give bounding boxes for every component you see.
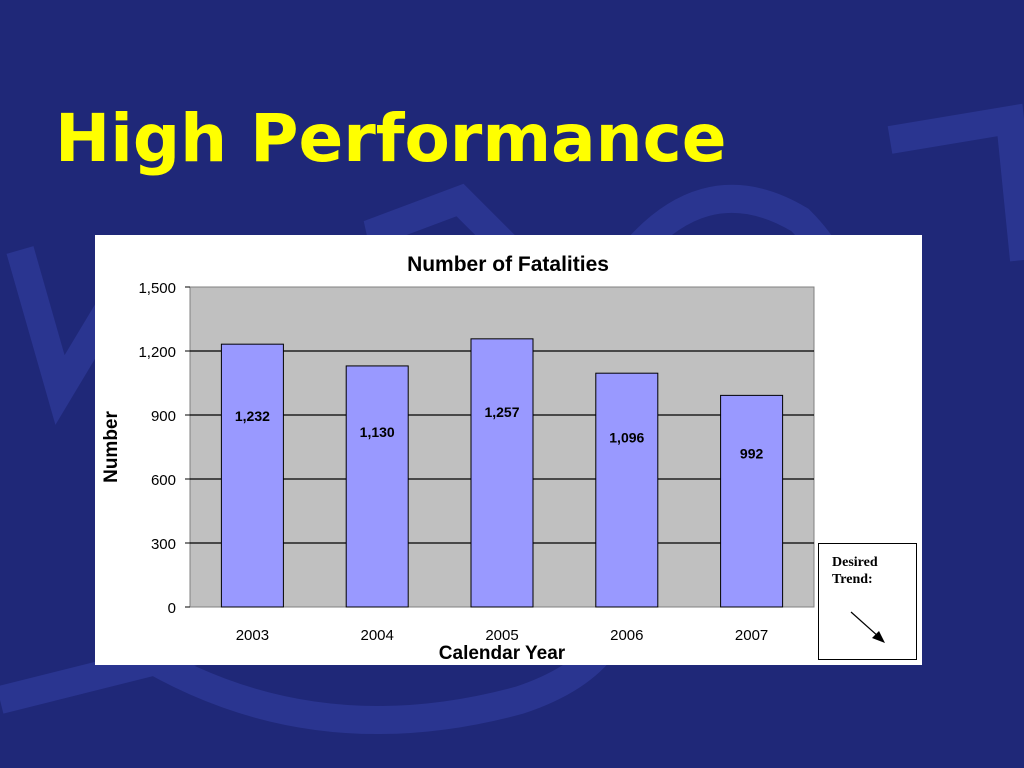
bar-2004 [345,365,409,608]
y-tick-label: 900 [151,408,176,425]
chart-panel: 0 300 600 900 1,200 1,500 1,232 1,130 1,257 1,09… [95,235,922,665]
fatalities-bar-chart: 0 300 600 900 1,200 1,500 1,232 1,130 1,257 1,09… [101,253,815,664]
x-tick-label: 2007 [735,627,768,644]
y-axis-label: Number [101,411,122,483]
slide-title: High Performance [55,100,727,177]
x-tick-label: 2005 [485,627,518,644]
x-tick-label: 2006 [610,627,643,644]
bar-value-label: 1,130 [360,424,395,440]
y-tick-label: 300 [151,536,176,553]
bar-value-label: 992 [740,446,764,462]
x-tick-label: 2003 [236,627,269,644]
desired-trend-label: Desired Trend: [832,555,878,587]
x-axis-label: Calendar Year [439,643,566,664]
x-tick-label: 2004 [361,627,394,644]
bar-2005 [470,338,534,608]
bar-2007 [720,394,784,608]
y-tick-label: 1,200 [138,344,176,361]
bar-2003 [220,343,284,608]
bar-value-label: 1,096 [609,429,644,445]
chart-title: Number of Fatalities [407,253,609,276]
y-tick-label: 1,500 [138,280,176,297]
bar-value-label: 1,232 [235,408,270,424]
y-tick-label: 600 [151,472,176,489]
bar-value-label: 1,257 [484,404,519,420]
desired-trend-box: Desired Trend: [818,543,917,660]
y-tick-label: 0 [168,600,176,617]
down-right-arrow-icon [850,611,885,643]
bar-2006 [595,372,659,608]
